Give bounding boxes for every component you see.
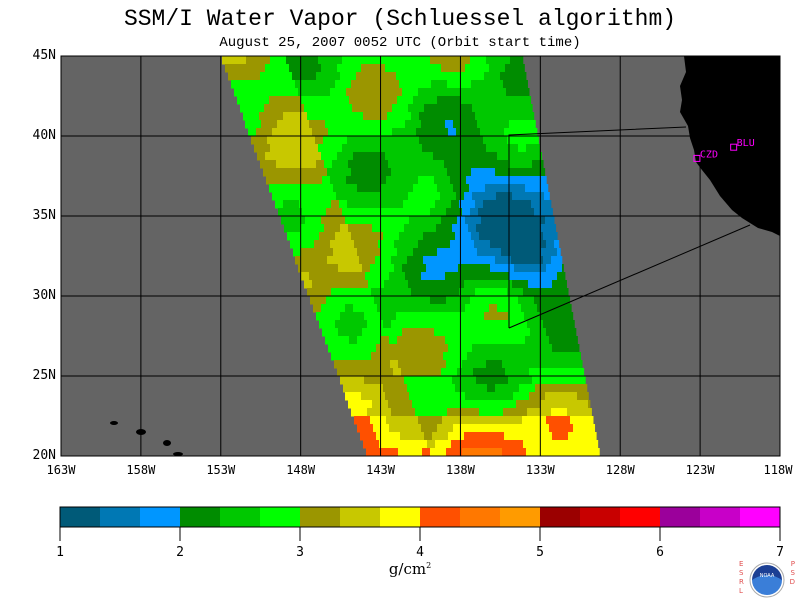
lon-tick-label: 153W bbox=[206, 463, 236, 477]
colorbar-swatch bbox=[60, 507, 101, 527]
lat-tick-label: 30N bbox=[32, 288, 56, 303]
colorbar-swatch bbox=[460, 507, 501, 527]
colorbar-swatch bbox=[100, 507, 141, 527]
station-label: CZD bbox=[700, 149, 718, 160]
colorbar-tick-label: 7 bbox=[776, 545, 784, 560]
colorbar-swatch bbox=[740, 507, 781, 527]
colorbar-swatch bbox=[500, 507, 541, 527]
station-markers: CZD BLU bbox=[693, 138, 755, 162]
station-marker bbox=[730, 143, 738, 151]
lon-tick-label: 143W bbox=[366, 463, 395, 477]
lat-tick-label: 35N bbox=[32, 208, 56, 223]
colorbar-swatch bbox=[580, 507, 621, 527]
colorbar-swatch bbox=[220, 507, 261, 527]
lon-tick-label: 158W bbox=[126, 463, 156, 477]
island-maui bbox=[163, 440, 171, 446]
colorbar-swatch bbox=[700, 507, 741, 527]
colorbar-unit: g/cm2 bbox=[388, 560, 432, 578]
lon-tick-label: 118W bbox=[763, 463, 793, 477]
colorbar-swatch bbox=[260, 507, 301, 527]
lon-tick-label: 138W bbox=[445, 463, 475, 477]
colorbar-swatch bbox=[300, 507, 341, 527]
station-marker bbox=[693, 154, 701, 162]
colorbar-swatch bbox=[340, 507, 381, 527]
chart-subtitle: August 25, 2007 0052 UTC (Orbit start ti… bbox=[219, 35, 581, 51]
colorbar-swatch bbox=[140, 507, 181, 527]
colorbar bbox=[59, 506, 781, 541]
colorbar-tick-label: 6 bbox=[656, 545, 664, 560]
plot-frame bbox=[60, 55, 781, 457]
california-land bbox=[680, 56, 780, 236]
lon-tick-label: 128W bbox=[605, 463, 635, 477]
colorbar-tick-label: 2 bbox=[176, 545, 184, 560]
lat-tick-label: 40N bbox=[32, 128, 56, 143]
colorbar-tick-label: 4 bbox=[416, 545, 424, 560]
colorbar-swatch bbox=[540, 507, 581, 527]
lat-tick-label: 25N bbox=[32, 368, 56, 383]
graticule bbox=[61, 56, 780, 456]
island-kauai bbox=[110, 421, 118, 425]
colorbar-swatch bbox=[380, 507, 421, 527]
colorbar-swatch bbox=[180, 507, 221, 527]
lon-tick-label: 148W bbox=[286, 463, 316, 477]
station-label: BLU bbox=[737, 138, 755, 149]
chart-title: SSM/I Water Vapor (Schluessel algorithm) bbox=[123, 6, 677, 32]
island-hawaii bbox=[173, 452, 183, 456]
satellite-swath bbox=[222, 56, 600, 457]
lat-tick-label: 45N bbox=[32, 48, 56, 63]
colorbar-swatch bbox=[620, 507, 661, 527]
zoom-box bbox=[508, 126, 751, 329]
logo-center-text: NOAA bbox=[760, 573, 775, 579]
colorbar-tick-label: 3 bbox=[296, 545, 304, 560]
colorbar-swatch bbox=[420, 507, 461, 527]
colorbar-tick-label: 1 bbox=[56, 545, 64, 560]
lon-tick-label: 163W bbox=[46, 463, 76, 477]
lat-tick-label: 20N bbox=[32, 448, 56, 463]
colorbar-swatch bbox=[660, 507, 701, 527]
lon-tick-label: 123W bbox=[685, 463, 715, 477]
colorbar-tick-label: 5 bbox=[536, 545, 544, 560]
lon-tick-label: 133W bbox=[525, 463, 555, 477]
